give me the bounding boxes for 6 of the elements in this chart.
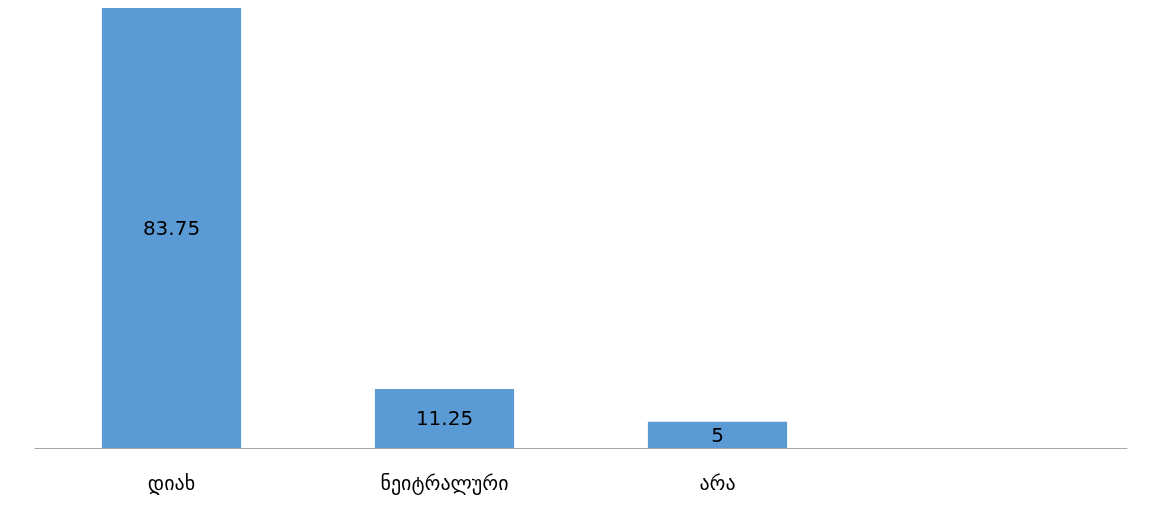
x-tick-label: დიახ (147, 471, 196, 495)
data-label: 11.25 (415, 406, 474, 431)
data-label: 83.75 (142, 216, 201, 240)
data-label: 5 (711, 422, 724, 447)
x-tick-label: არა (699, 471, 736, 495)
x-tick-label: ნეიტრალური (380, 471, 509, 495)
